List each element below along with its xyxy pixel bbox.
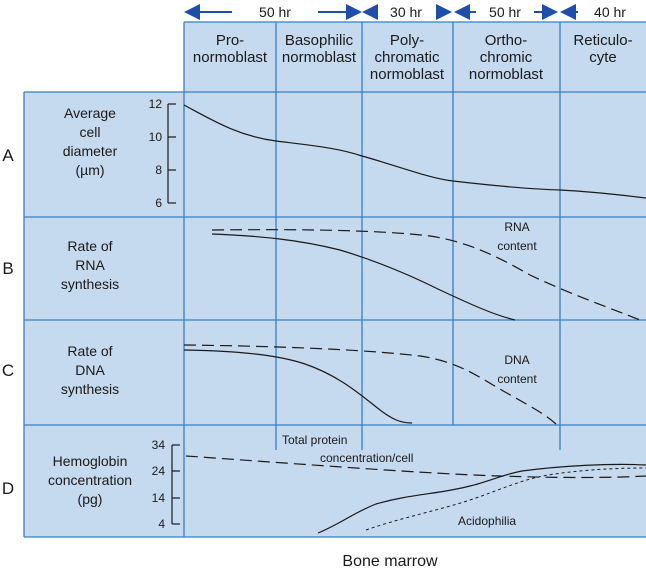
dna-content-curve (183, 344, 557, 425)
row-a-title-4: (µm) (75, 162, 104, 178)
row-b-title-2: RNA (75, 257, 105, 273)
acidophilia-curve (365, 467, 646, 531)
row-a-title-2: cell (79, 124, 100, 140)
rna-content-curve (211, 229, 641, 321)
row-a-title-1: Average (64, 105, 116, 121)
protein-label-2: concentration/cell (320, 451, 413, 465)
grid (23, 21, 646, 538)
row-d-title-1: Hemoglobin (53, 453, 128, 469)
row-a-cell-diameter: Average cell diameter (µm) 12 10 8 6 (63, 97, 646, 210)
rows-fill (24, 92, 646, 537)
row-a-tick-6: 6 (155, 196, 162, 210)
stage-headers: Pro- normoblast Basophilic normoblast Po… (193, 32, 633, 83)
row-d-tick-34: 34 (152, 438, 166, 452)
cell-diameter-curve (183, 104, 646, 199)
row-letter-a: A (2, 146, 14, 165)
duration-label-3: 50 hr (489, 4, 521, 20)
row-d-tick-24: 24 (152, 464, 166, 478)
row-c-title-2: DNA (75, 362, 105, 378)
row-a-tick-8: 8 (155, 163, 162, 177)
row-c-title-3: synthesis (61, 381, 119, 397)
stage-3-line1: Poly- (390, 32, 424, 49)
duration-poly: 30 hr (362, 4, 452, 20)
stage-2-line1: Basophilic (285, 32, 354, 49)
rna-synthesis-curve (211, 233, 516, 321)
row-d-axis: 34 24 14 4 (152, 438, 180, 531)
row-b-rna: Rate of RNA synthesis RNA content (61, 220, 641, 321)
stage-3-line2: chromatic (374, 49, 440, 66)
row-letter-d: D (2, 479, 14, 498)
total-protein-curve (185, 455, 646, 479)
bone-marrow-label: Bone marrow (342, 553, 438, 570)
duration-arrows: 50 hr 30 hr 50 hr 40 hr (184, 4, 626, 20)
row-d-hemoglobin: Hemoglobin concentration (pg) 34 24 14 4… (48, 433, 646, 534)
row-d-title-3: (pg) (78, 491, 103, 507)
duration-ortho: 50 hr (454, 4, 558, 20)
row-b-title-1: Rate of (67, 238, 112, 254)
dna-synthesis-curve (183, 349, 413, 424)
row-letter-b: B (2, 259, 13, 278)
row-b-title-3: synthesis (61, 276, 119, 292)
stage-3-line3: normoblast (370, 66, 445, 83)
hemoglobin-curve (317, 463, 646, 534)
row-c-dna: Rate of DNA synthesis DNA content (61, 343, 557, 425)
stage-2-line2: normoblast (282, 49, 357, 66)
dna-content-label-1: DNA (504, 353, 529, 367)
stage-orthochromic: Ortho- chromic normoblast (469, 32, 544, 83)
row-a-tick-12: 12 (149, 97, 163, 111)
row-d-tick-14: 14 (152, 491, 166, 505)
duration-label-2: 30 hr (390, 4, 422, 20)
row-letter-c: C (2, 361, 14, 380)
stage-5-line1: Reticulo- (573, 32, 632, 49)
row-letters: A B C D (2, 146, 14, 498)
stage-4-line3: normoblast (469, 66, 544, 83)
rna-content-label-1: RNA (504, 220, 529, 234)
stage-pronormoblast: Pro- normoblast (193, 32, 268, 66)
protein-label-1: Total protein (282, 433, 347, 447)
row-c-title-1: Rate of (67, 343, 112, 359)
stage-reticulocyte: Reticulo- cyte (573, 32, 632, 66)
row-a-axis: 12 10 8 6 (149, 97, 176, 210)
duration-retic: 40 hr (560, 4, 626, 20)
duration-pro-baso: 50 hr (184, 4, 362, 20)
acidophilia-label: Acidophilia (458, 514, 516, 528)
row-a-title-3: diameter (63, 143, 118, 159)
row-d-tick-4: 4 (158, 517, 165, 531)
row-a-tick-10: 10 (149, 130, 163, 144)
duration-label-4: 40 hr (594, 4, 626, 20)
stage-1-line2: normoblast (193, 49, 268, 66)
dna-content-label-2: content (497, 372, 537, 386)
row-d-title-2: concentration (48, 472, 132, 488)
stage-basophilic: Basophilic normoblast (282, 32, 357, 66)
stage-1-line1: Pro- (216, 32, 244, 49)
stage-4-line2: chromic (480, 49, 533, 66)
duration-label-1: 50 hr (259, 4, 291, 20)
stage-4-line1: Ortho- (485, 32, 528, 49)
stage-header-fill (184, 22, 646, 92)
rna-content-label-2: content (497, 239, 537, 253)
stage-polychromatic: Poly- chromatic normoblast (370, 32, 445, 83)
stage-5-line2: cyte (589, 49, 617, 66)
